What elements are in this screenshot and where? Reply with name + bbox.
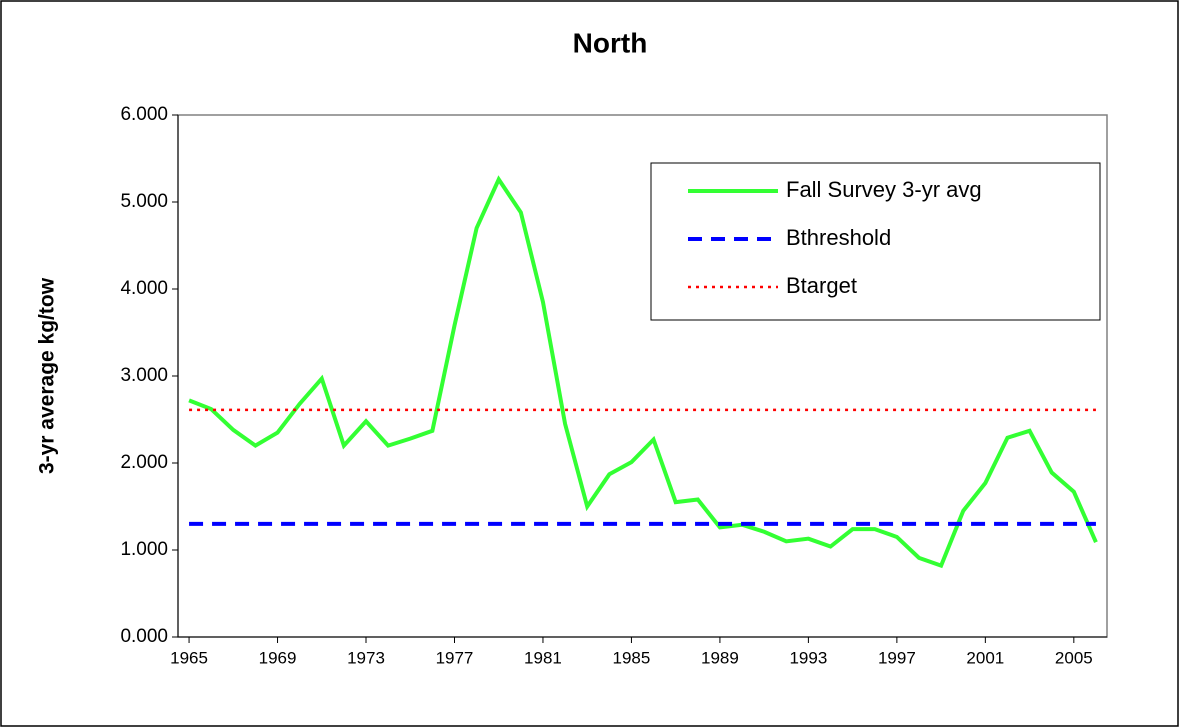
chart-title: North	[573, 27, 648, 58]
x-tick-label: 1997	[878, 648, 916, 667]
y-tick-label: 2.000	[120, 452, 168, 473]
y-tick-label: 0.000	[120, 626, 168, 647]
y-axis-label: 3-yr average kg/tow	[36, 277, 59, 474]
x-tick-label: 1977	[436, 648, 474, 667]
legend-label: Fall Survey 3-yr avg	[786, 177, 982, 202]
y-tick-label: 1.000	[120, 539, 168, 560]
legend-label: Btarget	[786, 273, 857, 298]
y-tick-label: 4.000	[120, 278, 168, 299]
x-tick-label: 1973	[347, 648, 385, 667]
x-tick-label: 1993	[789, 648, 827, 667]
x-tick-label: 1989	[701, 648, 739, 667]
y-tick-label: 5.000	[120, 191, 168, 212]
y-tick-label: 6.000	[120, 104, 168, 125]
legend-label: Bthreshold	[786, 225, 891, 250]
x-tick-label: 1969	[259, 648, 297, 667]
x-tick-label: 1981	[524, 648, 562, 667]
x-tick-label: 2005	[1055, 648, 1093, 667]
data-line	[188, 175, 1098, 569]
x-tick-label: 1965	[170, 648, 208, 667]
x-tick-label: 2001	[966, 648, 1004, 667]
x-tick-label: 1985	[613, 648, 651, 667]
y-tick-label: 3.000	[120, 365, 168, 386]
